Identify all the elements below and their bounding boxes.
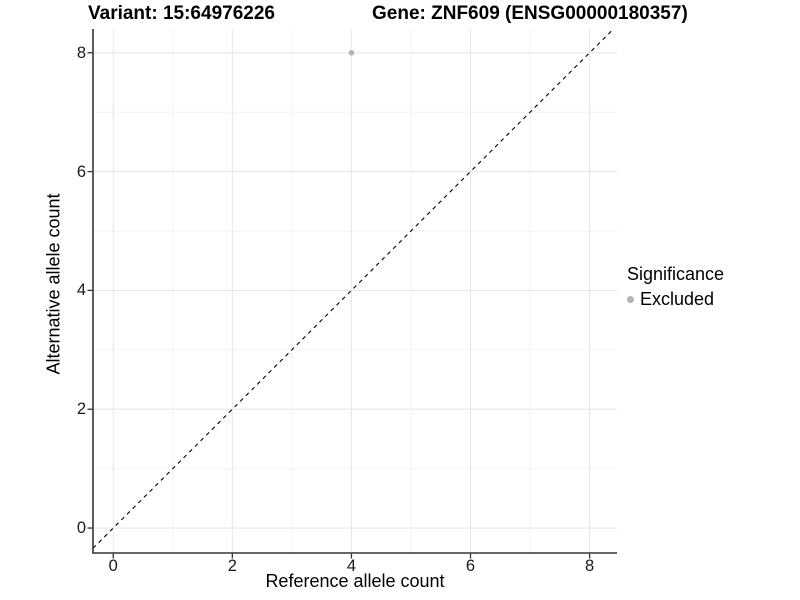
y-tick-label: 6 <box>76 162 86 181</box>
y-tick-label: 2 <box>76 400 86 419</box>
x-tick-label: 6 <box>465 557 476 575</box>
x-tick-label: 2 <box>227 557 237 575</box>
x-axis-title: Reference allele count <box>265 571 445 591</box>
legend-key-dot-icon <box>627 296 634 303</box>
variant-title: Variant: 15:64976226 <box>88 3 275 24</box>
legend-title: Significance <box>627 264 725 284</box>
y-tick-label: 4 <box>76 281 86 300</box>
data-point <box>348 49 355 56</box>
legend-items: Excluded <box>627 289 724 310</box>
x-tick-label: 8 <box>585 557 595 575</box>
legend: Significance Excluded <box>627 264 724 310</box>
legend-item-label: Excluded <box>640 289 715 309</box>
x-tick-label: 0 <box>108 557 118 575</box>
identity-reference-line <box>92 28 614 549</box>
legend-item: Excluded <box>627 289 724 310</box>
y-tick-label: 8 <box>76 43 86 62</box>
y-tick-label: 0 <box>76 519 86 538</box>
x-tick-label: 4 <box>346 557 357 575</box>
y-axis-title: Alternative allele count <box>43 193 64 375</box>
gene-title: Gene: ZNF609 (ENSG00000180357) <box>372 3 688 24</box>
